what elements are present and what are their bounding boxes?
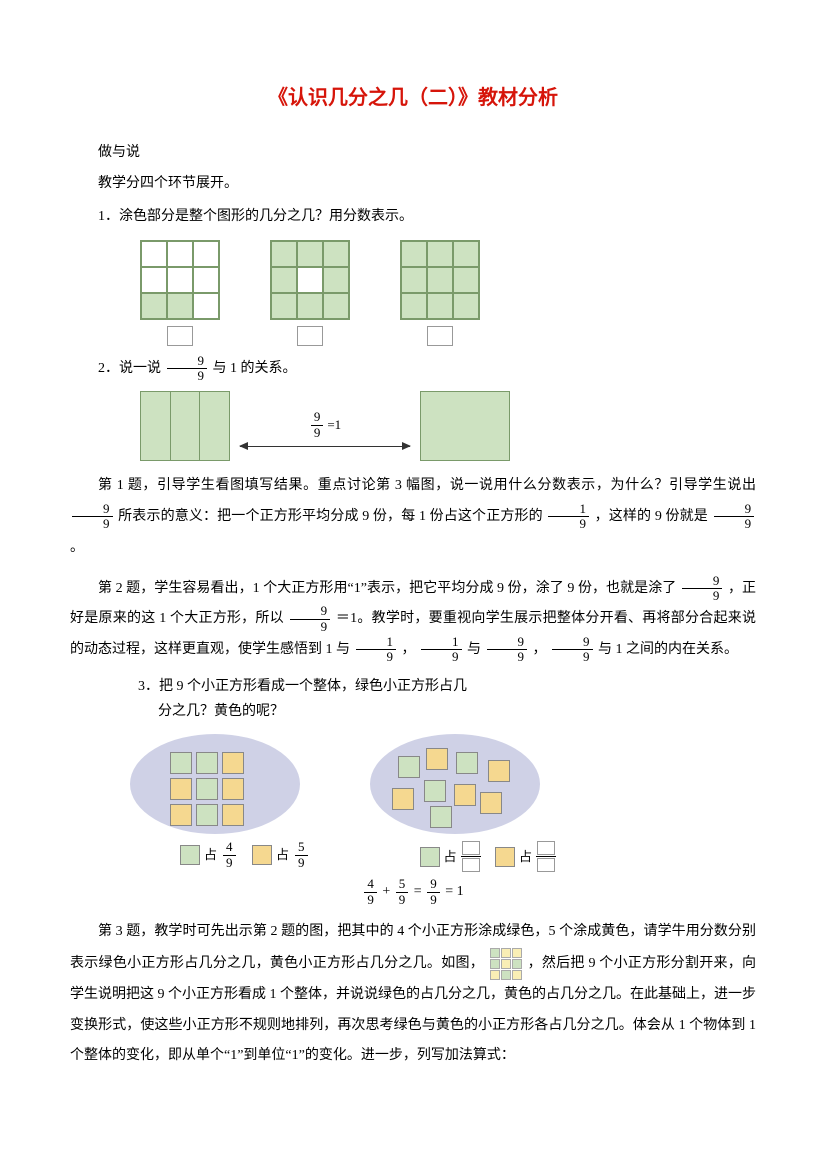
grid-cell <box>271 241 297 267</box>
grid-cell <box>401 293 427 319</box>
legend-green <box>180 845 200 865</box>
page-title: 《认识几分之几（二）》教材分析 <box>70 80 756 116</box>
grid-cell <box>453 241 479 267</box>
q3-line2: 分之几？黄色的呢？ <box>158 699 756 724</box>
grid-cell <box>271 293 297 319</box>
intro-line1: 做与说 <box>70 140 756 165</box>
q1-grid-2 <box>270 240 350 346</box>
grid-cell <box>401 267 427 293</box>
grid-cell <box>193 267 219 293</box>
grid-cell <box>167 241 193 267</box>
grid-cell <box>141 293 167 319</box>
square-divided <box>140 391 230 461</box>
inline-grid-icon <box>490 948 522 980</box>
q1-grid-1 <box>140 240 220 346</box>
q3-right-answers: 占 占 <box>420 840 557 873</box>
double-arrow: 99 =1 <box>240 405 410 447</box>
grid-cell <box>323 241 349 267</box>
fraction-9-9: 99 <box>167 354 208 384</box>
grid-cell <box>193 241 219 267</box>
oval-left <box>130 734 300 834</box>
answer-box <box>297 326 323 346</box>
q1-text: 1．涂色部分是整个图形的几分之几？用分数表示。 <box>70 204 756 229</box>
square-whole <box>420 391 510 461</box>
grid-cell <box>401 241 427 267</box>
grid-cell <box>323 293 349 319</box>
grid-cell <box>297 293 323 319</box>
explain-q3: 第 3 题，教学时可先出示第 2 题的图，把其中的 4 个小正方形涂成绿色，5 … <box>70 917 756 1072</box>
intro-line2: 教学分四个环节展开。 <box>70 171 756 196</box>
q1-grid-3 <box>400 240 480 346</box>
explain-q1: 第 1 题，引导学生看图填写结果。重点讨论第 3 幅图，说一说用什么分数表示，为… <box>70 471 756 563</box>
grid-cell <box>427 293 453 319</box>
oval-right-group: 占 占 <box>370 734 557 873</box>
grid-cell <box>141 267 167 293</box>
legend-yellow <box>495 847 515 867</box>
grid-cell <box>427 241 453 267</box>
legend-yellow <box>252 845 272 865</box>
grid-cell <box>167 293 193 319</box>
oval-right <box>370 734 540 834</box>
grid-cell <box>167 267 193 293</box>
grid-cell <box>271 267 297 293</box>
grid-cell <box>141 241 167 267</box>
grid-cell <box>427 267 453 293</box>
grid-cell <box>453 293 479 319</box>
grid-cell <box>193 293 219 319</box>
grid-cell <box>453 267 479 293</box>
q2-diagram: 99 =1 <box>140 391 756 461</box>
grid-cell <box>297 241 323 267</box>
q1-grids <box>140 240 756 346</box>
answer-box <box>427 326 453 346</box>
explain-q2: 第 2 题，学生容易看出，1 个大正方形用“1”表示，把它平均分成 9 份，涂了… <box>70 574 756 666</box>
q3-equation: 49 + 59 = 99 = 1 <box>70 877 756 907</box>
q3-line1: 3．把 9 个小正方形看成一个整体，绿色小正方形占几 <box>110 674 756 699</box>
blank-fraction <box>461 840 481 873</box>
q2-text: 2．说一说 99 与 1 的关系。 <box>70 354 756 384</box>
q3-left-answers: 占 49 占 59 <box>180 840 310 870</box>
blank-fraction <box>536 840 556 873</box>
grid-cell <box>323 267 349 293</box>
q3-ovals: 占 49 占 59 占 占 <box>130 734 756 873</box>
grid-cell <box>297 267 323 293</box>
legend-green <box>420 847 440 867</box>
oval-left-group: 占 49 占 59 <box>130 734 310 873</box>
answer-box <box>167 326 193 346</box>
